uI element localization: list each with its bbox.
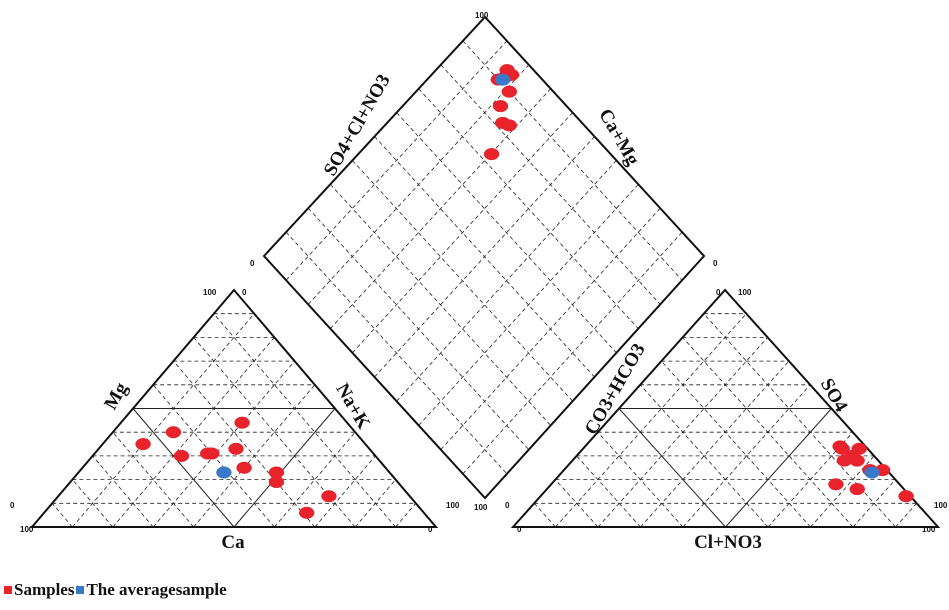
sample-point-cation-6: [228, 442, 244, 455]
sample-point-anion-8: [828, 478, 844, 491]
sample-point-cation-5: [236, 461, 252, 474]
frame-layer: [29, 15, 941, 528]
sample-point-anion-9: [849, 483, 865, 496]
sample-point-cation-8: [321, 490, 337, 503]
anion-tick-top: 100: [738, 288, 752, 297]
cation-frame: [29, 288, 439, 528]
anion-grid-a-3: [576, 455, 641, 528]
point-layer: [135, 64, 914, 519]
diamond-tick-top: 100: [475, 11, 489, 20]
sample-point-diamond-5: [492, 100, 509, 113]
average-sample-point-anion-0: [864, 466, 880, 479]
cation-grid-a-1: [51, 503, 73, 528]
legend: Samples The averagesample: [4, 580, 227, 600]
legend-label-samples: Samples: [14, 580, 75, 599]
diamond-grid-b-7: [330, 88, 551, 329]
legend-swatch-average: [76, 586, 85, 594]
sample-point-diamond-4: [501, 85, 518, 98]
anion-grid-a-1: [533, 503, 556, 528]
anion-grid-a-9: [703, 313, 896, 528]
diamond-grid-a-3: [330, 184, 551, 426]
cation-grid-a-2: [72, 479, 114, 528]
anion-grid-a-7: [661, 360, 811, 528]
sample-point-anion-10: [898, 490, 914, 503]
anion-tick-left-end: 0: [505, 501, 510, 510]
diamond-tick-right: 0: [713, 259, 718, 268]
anion-tick-bottom-left: 0: [517, 525, 522, 534]
anion-tick-right-end: 100: [934, 501, 948, 510]
anion-grid-b-3: [640, 360, 790, 528]
axis-title-camg: Ca+Mg: [594, 105, 643, 169]
grid-layer: [51, 40, 917, 528]
diamond-grid-a-8: [440, 64, 661, 305]
diamond-grid-b-5: [374, 136, 595, 378]
diamond-grid-b-6: [352, 112, 573, 354]
diamond-tick-bottom: 100: [474, 503, 488, 512]
sample-point-cation-4: [204, 447, 220, 460]
diamond-grid-b-3: [418, 184, 639, 426]
cation-tick-top: 100: [203, 288, 217, 297]
average-sample-point-cation-0: [216, 466, 232, 479]
anion-grid-b-9: [895, 503, 917, 528]
sample-point-cation-0: [135, 438, 151, 451]
sample-point-cation-10: [268, 466, 285, 479]
diamond-grid-b-9: [285, 40, 508, 281]
legend-swatch-samples: [4, 586, 12, 594]
cation-grid-b-7: [314, 455, 376, 528]
sample-point-anion-5: [849, 454, 865, 467]
axis-title-clno3: Cl+NO3: [694, 532, 762, 553]
cation-grid-b-1: [72, 313, 255, 528]
sample-point-cation-11: [234, 416, 250, 429]
sample-point-cation-2: [165, 426, 182, 439]
cation-tick-right-end: 100: [446, 501, 460, 510]
axis-title-so4clno3: SO4+Cl+NO3: [320, 71, 395, 180]
axis-title-ca: Ca: [221, 532, 245, 553]
cation-grid-a-9: [213, 313, 396, 528]
anion-grid-b-5: [725, 408, 832, 528]
axis-title-so4: SO4: [816, 375, 852, 416]
cation-grid-b-5: [233, 408, 336, 528]
anion-grid-b-1: [555, 313, 747, 528]
sample-point-anion-1: [834, 442, 850, 455]
diamond-grid-a-7: [418, 88, 639, 329]
diamond-grid-b-8: [307, 64, 530, 305]
cation-tick-top-right: 0: [242, 288, 247, 297]
anion-frame: [510, 288, 941, 528]
diamond-tick-left: 0: [250, 259, 255, 268]
diamond-grid-b-4: [396, 160, 617, 402]
axis-title-mg: Mg: [100, 379, 132, 414]
cation-tick-bottom-right: 0: [428, 525, 433, 534]
diamond-grid-a-9: [462, 40, 683, 281]
cation-grid-b-3: [152, 360, 295, 528]
anion-tick-bottom-right: 100: [922, 525, 936, 534]
anion-grid-a-5: [618, 408, 726, 528]
average-sample-point-diamond-0: [494, 73, 511, 86]
sample-point-diamond-8: [483, 148, 500, 161]
axis-title-nak: Na+K: [331, 380, 374, 433]
cation-tick-left-end: 0: [10, 501, 15, 510]
anion-tick-top-left: 0: [716, 288, 721, 297]
sample-point-cation-1: [173, 449, 190, 462]
sample-point-cation-9: [298, 506, 315, 519]
cation-grid-b-9: [395, 503, 417, 528]
diamond-grid-a-6: [396, 112, 617, 354]
sample-point-diamond-7: [501, 119, 518, 132]
diamond-grid-b-1: [462, 231, 683, 475]
cation-grid-a-5: [132, 408, 235, 528]
cation-grid-a-7: [173, 360, 316, 528]
diamond-frame: [262, 15, 706, 500]
legend-label-average: The averagesample: [86, 580, 227, 599]
cation-tick-bottom-left: 100: [20, 525, 34, 534]
cation-grid-a-3: [92, 455, 154, 528]
diamond-grid-a-4: [352, 160, 573, 402]
diamond-grid-a-1: [285, 231, 508, 475]
anion-grid-a-8: [682, 337, 854, 528]
